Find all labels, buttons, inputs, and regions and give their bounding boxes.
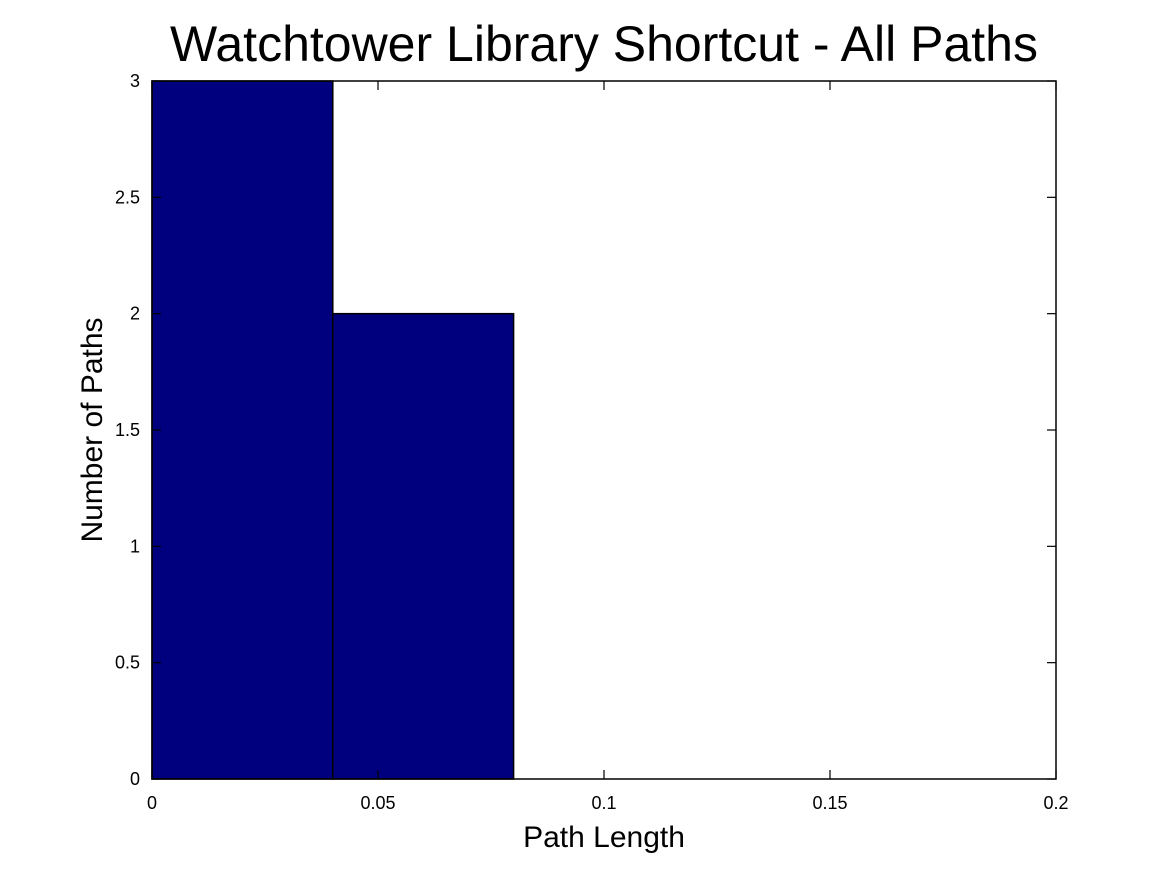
x-axis-label: Path Length <box>523 821 685 854</box>
x-tick-label: 0.1 <box>591 793 616 813</box>
y-tick-label: 2 <box>130 304 140 324</box>
y-axis-label: Number of Paths <box>76 317 109 542</box>
y-tick-label: 1.5 <box>115 420 140 440</box>
y-tick-label: 3 <box>130 71 140 91</box>
y-tick-label: 0 <box>130 769 140 789</box>
x-tick-label: 0.15 <box>812 793 847 813</box>
x-tick-label: 0.05 <box>360 793 395 813</box>
y-tick-label: 0.5 <box>115 653 140 673</box>
x-tick-label: 0 <box>147 793 157 813</box>
histogram-bar-1 <box>151 80 334 780</box>
y-tick-label: 2.5 <box>115 187 140 207</box>
y-tick-label: 1 <box>130 536 140 556</box>
bars-layer <box>151 80 515 780</box>
histogram-bar-2 <box>332 312 515 780</box>
chart-title: Watchtower Library Shortcut - All Paths <box>170 16 1038 72</box>
plot-area-frame <box>151 80 1057 780</box>
x-tick-label: 0.2 <box>1043 793 1068 813</box>
